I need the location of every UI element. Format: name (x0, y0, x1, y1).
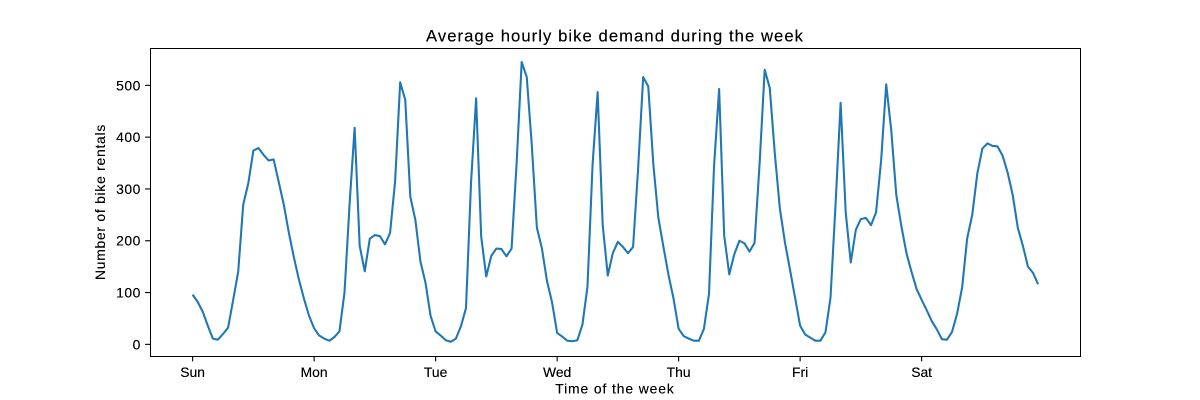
svg-text:200: 200 (116, 233, 141, 249)
svg-text:400: 400 (116, 129, 141, 145)
svg-text:Wed: Wed (543, 364, 571, 380)
svg-text:Sat: Sat (911, 364, 932, 380)
svg-text:Tue: Tue (424, 364, 448, 380)
svg-text:500: 500 (116, 77, 141, 93)
svg-text:Number of bike rentals: Number of bike rentals (92, 124, 108, 280)
svg-text:Average hourly bike demand dur: Average hourly bike demand during the we… (426, 27, 804, 46)
svg-text:0: 0 (133, 336, 141, 352)
svg-text:Mon: Mon (301, 364, 328, 380)
svg-text:Time of the week: Time of the week (555, 381, 675, 397)
svg-text:Thu: Thu (667, 364, 691, 380)
svg-text:Sun: Sun (180, 364, 205, 380)
svg-text:Fri: Fri (792, 364, 808, 380)
svg-text:100: 100 (116, 284, 141, 300)
svg-text:300: 300 (116, 181, 141, 197)
